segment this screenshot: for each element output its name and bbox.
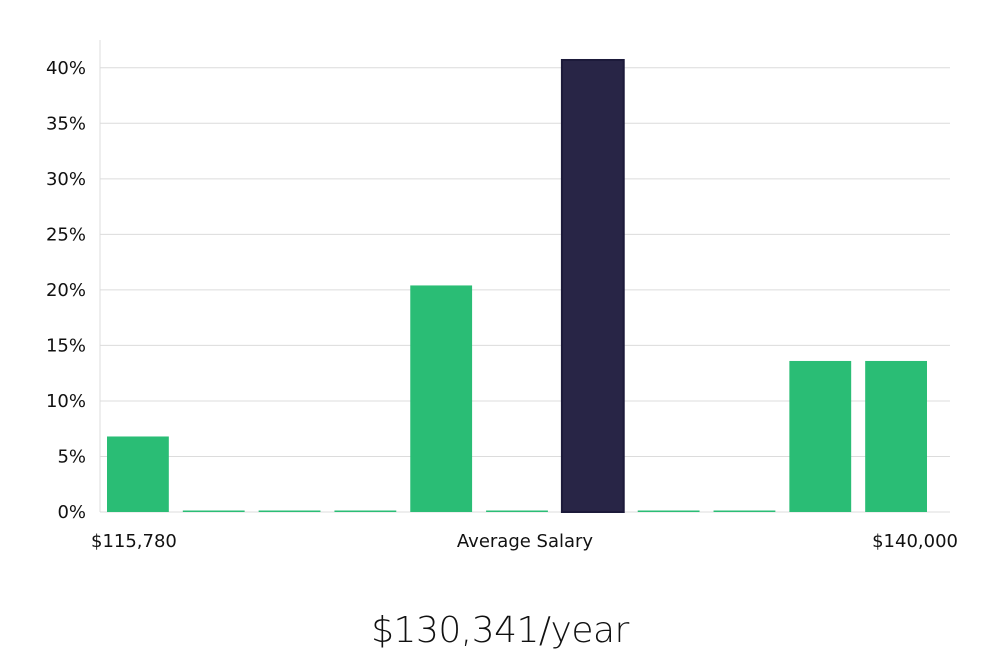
x-min-label: $115,780	[91, 531, 177, 552]
y-tick-label: 0%	[57, 502, 86, 523]
y-tick-label: 30%	[46, 169, 86, 190]
bar	[334, 510, 397, 512]
x-max-label: $140,000	[872, 531, 958, 552]
salary-histogram: 0% 5% 10% 15% 20% 25% 30% 35% 40% $115,780 Avera…	[46, 40, 958, 552]
bar	[258, 510, 321, 512]
bar	[637, 510, 700, 512]
y-tick-label: 15%	[46, 335, 86, 356]
bar-highlighted	[560, 58, 625, 513]
y-tick-labels: 0% 5% 10% 15% 20% 25% 30% 35% 40%	[46, 58, 86, 523]
bar	[486, 510, 548, 512]
bar	[865, 360, 927, 512]
y-tick-label: 10%	[46, 391, 86, 412]
bar-layer	[107, 58, 927, 513]
bar	[182, 510, 245, 512]
y-tick-label: 35%	[46, 113, 86, 134]
bar	[410, 285, 473, 512]
y-tick-label: 20%	[46, 280, 86, 301]
y-tick-label: 25%	[46, 224, 86, 245]
grid-layer	[100, 67, 950, 513]
average-salary-value: $130,341/year	[371, 610, 629, 651]
x-axis-title: Average Salary	[457, 531, 594, 552]
y-tick-label: 5%	[57, 446, 86, 467]
bar	[713, 510, 776, 512]
bar	[107, 436, 169, 512]
y-tick-label: 40%	[46, 58, 86, 79]
bar	[789, 360, 852, 512]
